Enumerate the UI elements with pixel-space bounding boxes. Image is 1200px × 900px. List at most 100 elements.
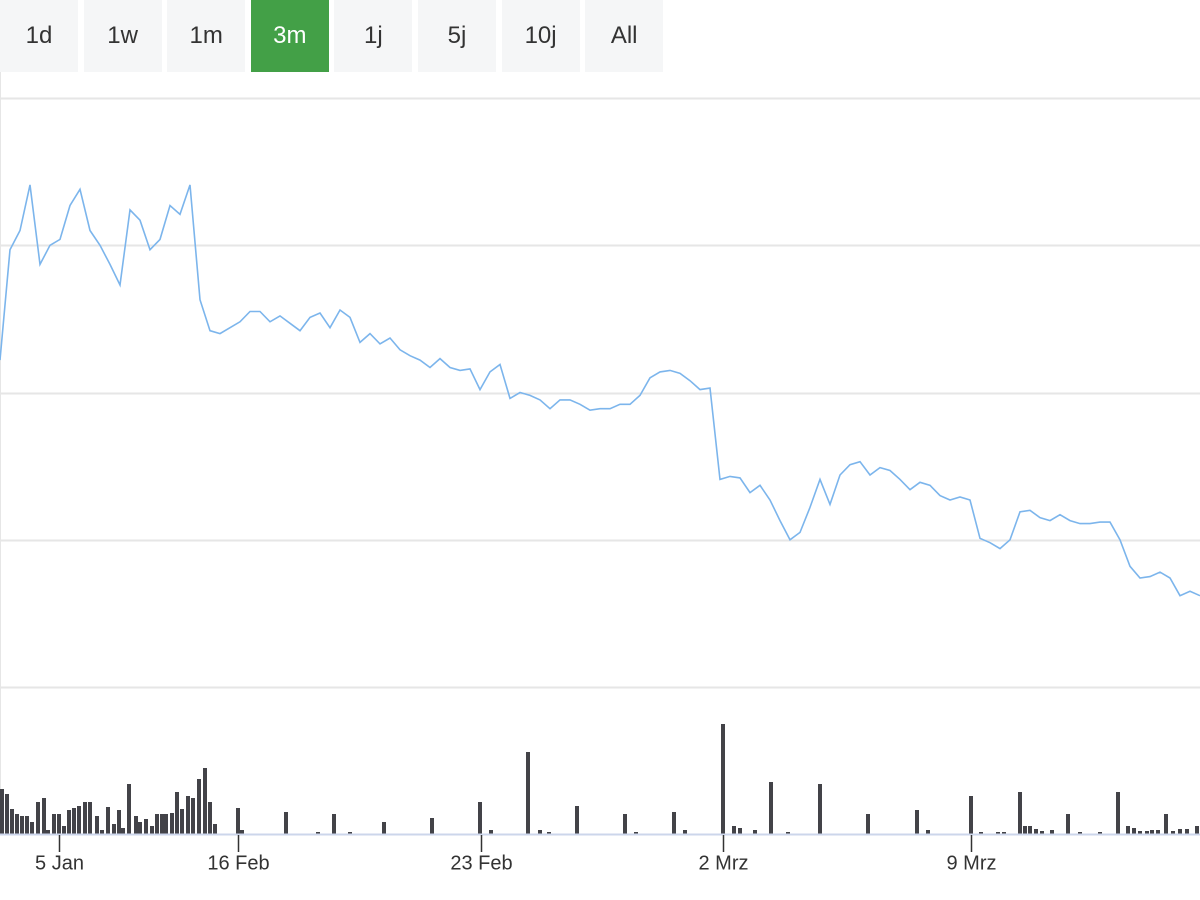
- range-button[interactable]: 1w: [83, 0, 162, 72]
- volume-bar: [769, 782, 773, 834]
- volume-bar: [979, 832, 983, 834]
- volume-bar: [1040, 831, 1044, 834]
- volume-bar: [95, 816, 99, 834]
- volume-bar: [138, 822, 142, 834]
- range-button[interactable]: 10j: [501, 0, 580, 72]
- volume-bar: [430, 818, 434, 834]
- volume-bar: [721, 724, 725, 834]
- volume-bar: [683, 830, 687, 834]
- volume-bar: [5, 794, 9, 834]
- volume-bar: [208, 802, 212, 834]
- volume-bar: [926, 830, 930, 834]
- range-button[interactable]: All: [585, 0, 664, 72]
- range-button[interactable]: 1d: [0, 0, 78, 72]
- volume-bar: [1195, 826, 1199, 834]
- volume-bar: [144, 819, 148, 834]
- volume-bar: [969, 796, 973, 834]
- volume-bar: [83, 802, 87, 834]
- volume-bar: [575, 806, 579, 834]
- volume-bar: [57, 814, 61, 834]
- volume-bar: [1018, 792, 1022, 834]
- volume-bar: [134, 816, 138, 834]
- volume-bar: [1066, 814, 1070, 834]
- volume-bar: [180, 809, 184, 834]
- volume-bar: [15, 814, 19, 834]
- volume-bar: [623, 814, 627, 834]
- volume-bar: [1078, 832, 1082, 834]
- volume-bar: [236, 808, 240, 834]
- volume-bar: [382, 822, 386, 834]
- volume-bar: [1156, 830, 1160, 834]
- volume-bar: [1150, 830, 1154, 834]
- volume-bar: [1164, 814, 1168, 834]
- volume-bar: [112, 824, 116, 834]
- x-tick-label: 23 Feb: [450, 852, 512, 874]
- volume-bar: [547, 832, 551, 834]
- volume-bar: [117, 810, 121, 834]
- volume-bar: [526, 752, 530, 834]
- volume-bar: [672, 812, 676, 834]
- volume-bar: [121, 828, 125, 834]
- volume-bar: [818, 784, 822, 834]
- x-tick-label: 2 Mrz: [699, 852, 749, 874]
- volume-bar: [1116, 792, 1120, 834]
- range-button[interactable]: 3m: [250, 0, 329, 72]
- volume-bar: [1178, 829, 1182, 834]
- volume-bar: [62, 826, 66, 834]
- volume-bar: [0, 789, 4, 834]
- volume-bar: [738, 828, 742, 834]
- x-tick-label: 9 Mrz: [947, 852, 997, 874]
- volume-bar: [284, 812, 288, 834]
- volume-bar: [100, 830, 104, 834]
- volume-bar: [203, 768, 207, 834]
- volume-bar: [52, 814, 56, 834]
- volume-bar: [42, 798, 46, 834]
- volume-bar: [1002, 832, 1006, 834]
- volume-bar: [25, 816, 29, 834]
- volume-bar: [155, 814, 159, 834]
- x-tick-label: 5 Jan: [35, 852, 84, 874]
- volume-bar: [1171, 831, 1175, 834]
- volume-bar: [72, 808, 76, 834]
- volume-bar: [348, 832, 352, 834]
- volume-bar: [175, 792, 179, 834]
- volume-bar: [36, 802, 40, 834]
- volume-bar: [915, 810, 919, 834]
- range-button[interactable]: 1m: [167, 0, 246, 72]
- volume-bar: [191, 798, 195, 834]
- price-line: [0, 184, 1200, 597]
- volume-bar: [1023, 826, 1027, 834]
- volume-bar: [240, 830, 244, 834]
- volume-bar: [160, 814, 164, 834]
- range-button[interactable]: 5j: [418, 0, 496, 72]
- volume-bar: [1138, 831, 1142, 834]
- volume-bar: [996, 832, 1000, 834]
- volume-bar: [1050, 830, 1054, 834]
- volume-bar: [197, 779, 201, 834]
- volume-bar: [1126, 826, 1130, 834]
- volume-bar: [1034, 829, 1038, 834]
- volume-bar: [786, 832, 790, 834]
- volume-bar: [866, 814, 870, 834]
- volume-bar: [213, 824, 217, 834]
- volume-bar: [1098, 832, 1102, 834]
- x-tick-label: 16 Feb: [207, 852, 269, 874]
- volume-bar: [46, 830, 50, 834]
- volume-bar: [538, 830, 542, 834]
- volume-bar: [150, 826, 154, 834]
- volume-bar: [186, 796, 190, 834]
- volume-bar: [164, 814, 168, 834]
- volume-bar: [30, 822, 34, 834]
- volume-bar: [1028, 826, 1032, 834]
- volume-bar: [127, 784, 131, 834]
- volume-bar: [634, 832, 638, 834]
- volume-bar: [106, 807, 110, 834]
- volume-bar: [1145, 831, 1149, 834]
- volume-bar: [316, 832, 320, 834]
- volume-bar: [332, 814, 336, 834]
- volume-bar: [1185, 829, 1189, 834]
- volume-bar: [77, 806, 81, 834]
- range-button[interactable]: 1j: [334, 0, 413, 72]
